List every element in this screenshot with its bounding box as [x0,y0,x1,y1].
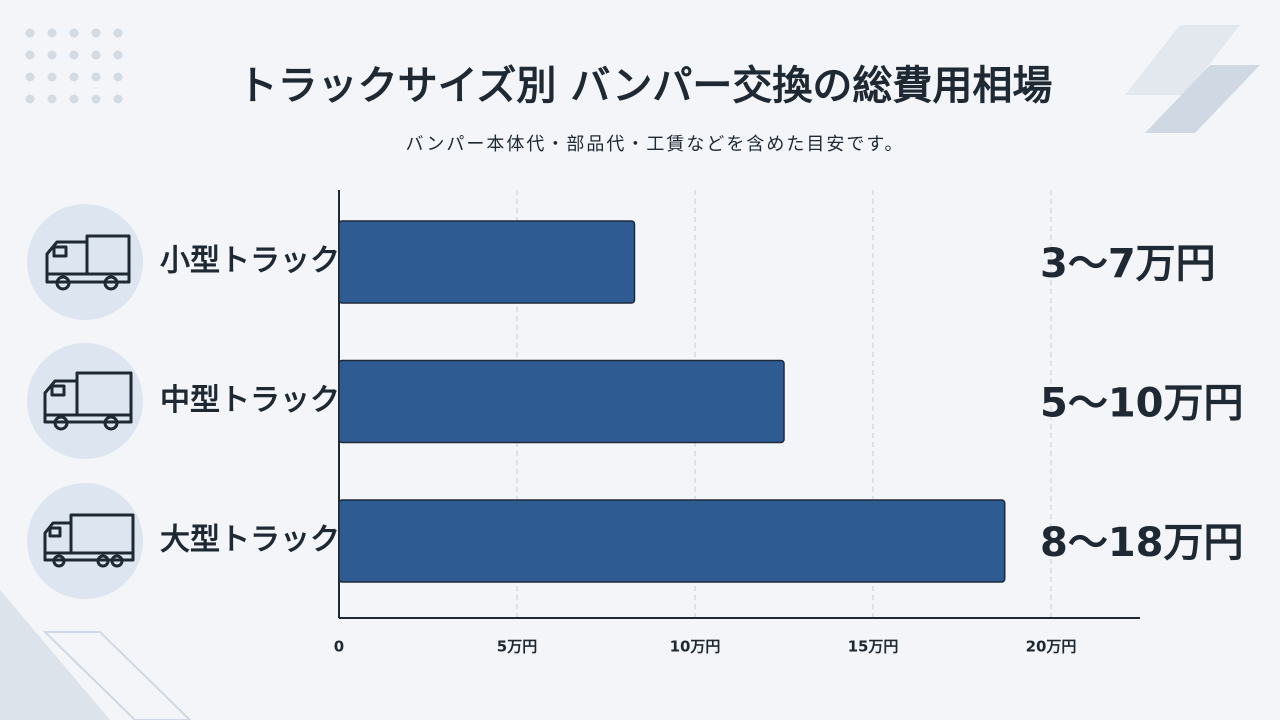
dot [25,28,35,38]
dot [47,72,57,82]
category-label: 大型トラック [160,523,340,558]
dot [69,50,79,60]
x-tick-label: 15万円 [848,638,899,656]
category-label: 小型トラック [160,244,340,279]
dot [113,28,123,38]
chart-subtitle: バンパー本体代・部品代・工賃などを含めた目安です。 [405,134,904,155]
dot [113,94,123,104]
decoration [0,25,1260,720]
dot [69,94,79,104]
category-label: 中型トラック [160,383,340,418]
icons [27,204,143,599]
bar [338,359,785,444]
dot [113,50,123,60]
dot [25,50,35,60]
range-label: 3～7万円 [1040,241,1216,287]
dot [91,94,101,104]
x-tick-label: 10万円 [670,638,721,656]
dot [25,72,35,82]
x-tick-label: 0 [334,638,344,656]
dot [69,72,79,82]
dot [47,28,57,38]
dot [91,72,101,82]
range-label: 5～10万円 [1040,381,1244,427]
dot [91,50,101,60]
x-tick-label: 20万円 [1026,638,1077,656]
dot [47,50,57,60]
dot [113,72,123,82]
x-tick-label: 5万円 [497,638,537,656]
dot [47,94,57,104]
bar [338,499,1006,583]
dot [91,28,101,38]
chart-title: トラックサイズ別 バンパー交換の総費用相場 [238,63,1053,109]
bar [338,220,636,304]
range-label: 8～18万円 [1040,520,1244,566]
dot [69,28,79,38]
dot [25,94,35,104]
